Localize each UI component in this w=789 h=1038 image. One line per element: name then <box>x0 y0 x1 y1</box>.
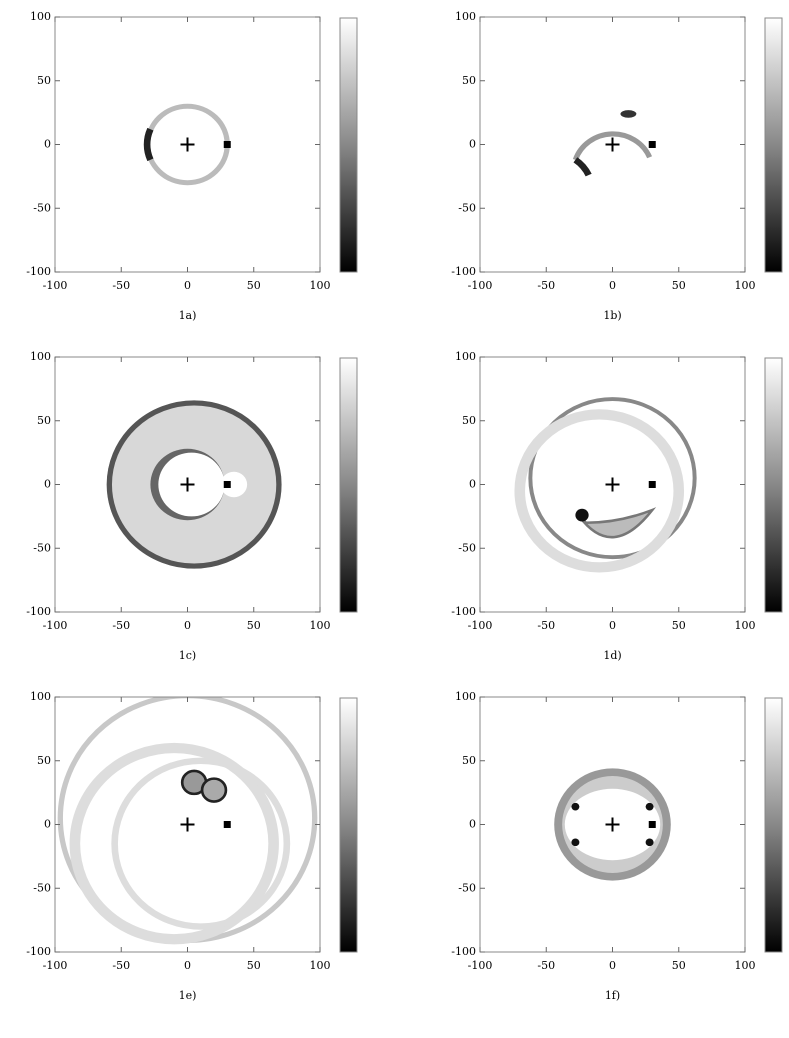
y-tick-label: -50 <box>458 201 476 214</box>
x-tick-label: 100 <box>310 959 331 972</box>
x-tick-label: 50 <box>672 619 686 632</box>
x-tick-label: 0 <box>184 959 191 972</box>
y-tick-label: 50 <box>37 74 51 87</box>
y-tick-label: 0 <box>44 138 51 151</box>
y-tick-label: 50 <box>462 74 476 87</box>
y-tick-label: 100 <box>30 10 51 23</box>
x-tick-label: 0 <box>609 279 616 292</box>
y-tick-label: 0 <box>469 478 476 491</box>
x-tick-label: 0 <box>609 959 616 972</box>
caption: 1b) <box>603 309 621 322</box>
x-tick-label: -100 <box>468 619 493 632</box>
observer-marker <box>223 821 231 828</box>
y-tick-label: 50 <box>462 414 476 427</box>
x-tick-label: -100 <box>43 619 68 632</box>
x-tick-label: 50 <box>672 279 686 292</box>
source-marker <box>180 817 195 832</box>
x-tick-label: -100 <box>468 279 493 292</box>
x-tick-label: -50 <box>112 959 130 972</box>
colorbar <box>764 697 783 953</box>
source-marker <box>605 817 620 832</box>
x-tick-label: 50 <box>247 279 261 292</box>
y-tick-label: -100 <box>451 265 476 278</box>
y-tick-label: -100 <box>451 605 476 618</box>
y-tick-label: 50 <box>37 414 51 427</box>
panel: -100 -50 0 50 100 -100 -50 0 50 100 1f) <box>451 690 783 1002</box>
y-tick-label: 100 <box>455 690 476 703</box>
x-tick-label: 0 <box>609 619 616 632</box>
x-tick-label: -50 <box>537 279 555 292</box>
x-tick-label: 100 <box>310 279 331 292</box>
y-tick-label: 50 <box>37 754 51 767</box>
y-tick-label: -50 <box>33 201 51 214</box>
observer-marker <box>648 821 656 828</box>
colorbar <box>339 697 358 953</box>
x-tick-label: 100 <box>735 619 756 632</box>
caption: 1d) <box>603 649 621 662</box>
observer-marker <box>648 481 656 488</box>
x-tick-label: -50 <box>537 959 555 972</box>
x-tick-label: -50 <box>112 279 130 292</box>
x-tick-label: -50 <box>112 619 130 632</box>
y-tick-label: -100 <box>26 265 51 278</box>
caption: 1a) <box>179 309 197 322</box>
y-tick-label: -100 <box>451 945 476 958</box>
colorbar <box>339 17 358 273</box>
x-tick-label: -50 <box>537 619 555 632</box>
x-tick-label: -100 <box>43 959 68 972</box>
y-tick-label: 50 <box>462 754 476 767</box>
panel: -100 -50 0 50 100 -100 -50 0 50 100 1a) <box>26 10 358 322</box>
x-tick-label: -100 <box>468 959 493 972</box>
y-tick-label: -50 <box>33 881 51 894</box>
x-tick-label: 50 <box>672 959 686 972</box>
source-marker <box>605 137 620 152</box>
colorbar <box>339 357 358 613</box>
x-tick-label: 50 <box>247 959 261 972</box>
intensity-map <box>514 397 697 573</box>
caption: 1e) <box>179 989 197 1002</box>
intensity-map <box>572 110 653 177</box>
caption: 1f) <box>605 989 620 1002</box>
y-tick-label: 0 <box>44 478 51 491</box>
panel: -100 -50 0 50 100 -100 -50 0 50 100 1c) <box>26 350 358 662</box>
observer-marker <box>648 141 656 148</box>
y-tick-label: 100 <box>30 690 51 703</box>
y-tick-label: -50 <box>458 541 476 554</box>
x-tick-label: 50 <box>247 619 261 632</box>
y-tick-label: -50 <box>33 541 51 554</box>
source-marker <box>605 477 620 492</box>
x-tick-label: 0 <box>184 619 191 632</box>
source-marker <box>180 477 195 492</box>
observer-marker <box>223 141 231 148</box>
y-tick-label: 100 <box>30 350 51 363</box>
x-tick-label: 100 <box>735 959 756 972</box>
panel: -100 -50 0 50 100 -100 -50 0 50 100 1e) <box>26 690 358 1002</box>
y-tick-label: 0 <box>469 138 476 151</box>
observer-marker <box>223 481 231 488</box>
caption: 1c) <box>179 649 196 662</box>
x-tick-label: 100 <box>310 619 331 632</box>
y-tick-label: 100 <box>455 10 476 23</box>
colorbar <box>764 357 783 613</box>
colorbar <box>764 17 783 273</box>
source-marker <box>180 137 195 152</box>
y-tick-label: -100 <box>26 605 51 618</box>
y-tick-label: -100 <box>26 945 51 958</box>
panel: -100 -50 0 50 100 -100 -50 0 50 100 1d) <box>451 350 783 662</box>
y-tick-label: -50 <box>458 881 476 894</box>
intensity-map <box>57 697 318 945</box>
panel: -100 -50 0 50 100 -100 -50 0 50 100 1b) <box>451 10 783 322</box>
y-tick-label: 0 <box>44 818 51 831</box>
x-tick-label: -100 <box>43 279 68 292</box>
y-tick-label: 0 <box>469 818 476 831</box>
y-tick-label: 100 <box>455 350 476 363</box>
x-tick-label: 100 <box>735 279 756 292</box>
x-tick-label: 0 <box>184 279 191 292</box>
